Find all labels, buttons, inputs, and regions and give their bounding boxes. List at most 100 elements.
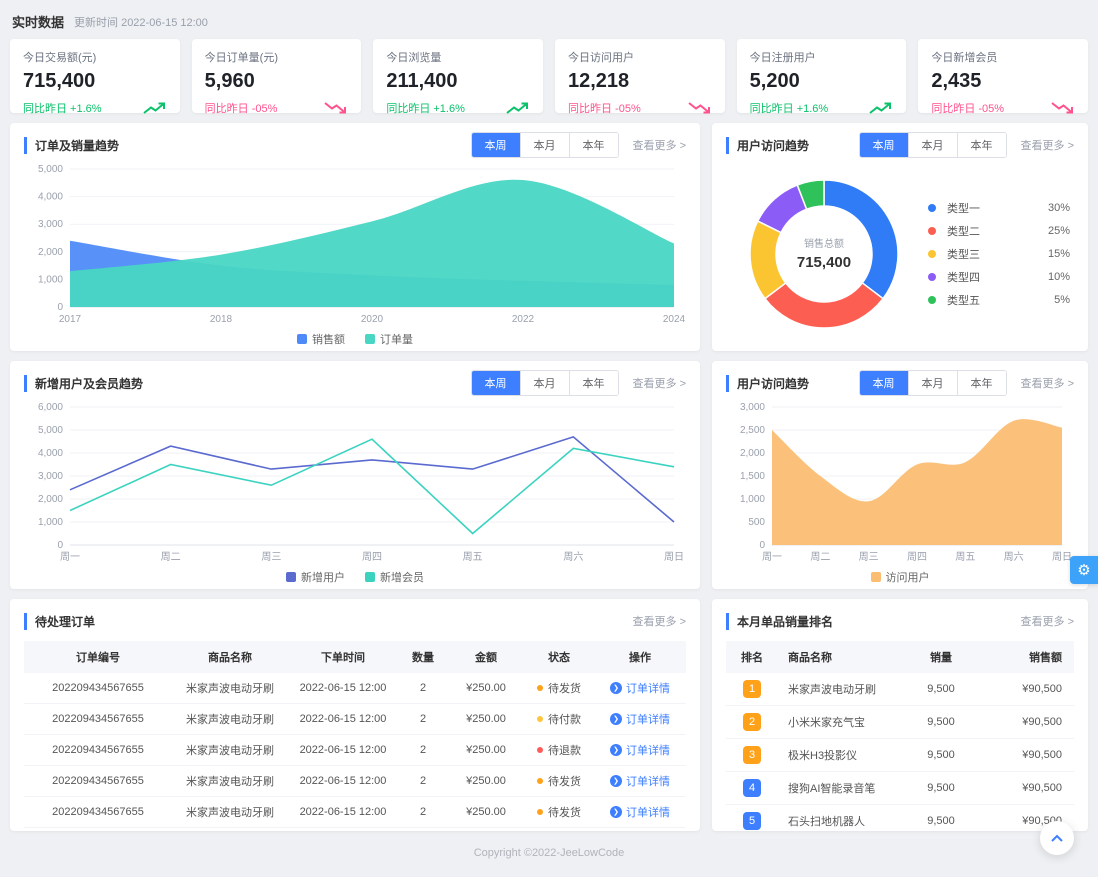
panel-title-sales-trend: 订单及销量趋势 <box>24 136 119 154</box>
rank-cell: 1 <box>726 673 778 706</box>
back-to-top-button[interactable] <box>1040 821 1074 855</box>
order-detail-link[interactable]: ❯ 订单详情 <box>610 711 670 727</box>
detail-arrow-icon: ❯ <box>610 775 622 787</box>
tab-本月[interactable]: 本月 <box>907 133 957 157</box>
panel-pending-orders: 待处理订单 查看更多 > 订单编号 商品名称 下单时间 数量 金额 状态 操作 202209… <box>10 599 700 831</box>
stat-label: 今日访问用户 <box>568 52 634 64</box>
svg-text:周日: 周日 <box>664 551 684 563</box>
donut-legend-item: 类型五 5% <box>928 292 1070 308</box>
order-detail-label: 订单详情 <box>626 776 670 788</box>
stat-delta: 同比昨日 -05% <box>931 103 1005 115</box>
order-table-row: 202209434567655 米家声波电动牙刷 2022-06-15 12:0… <box>24 734 686 766</box>
order-detail-link[interactable]: ❯ 订单详情 <box>610 804 670 820</box>
stat-value: 2,435 <box>931 70 982 92</box>
legend-label: 新增会员 <box>380 572 424 584</box>
svg-text:销售总额: 销售总额 <box>804 237 844 250</box>
stat-cards: 今日交易额(元) 715,400 同比昨日 +1.6% 今日订单量(元) 5,9… <box>10 39 1088 116</box>
visit-share-donut-chart: 销售总额 715,400 <box>748 178 900 330</box>
donut-legend-item: 类型三 15% <box>928 246 1070 262</box>
stat-value: 211,400 <box>386 70 458 92</box>
rank-product-name: 小米米家充气宝 <box>778 705 906 739</box>
order-time: 2022-06-15 12:00 <box>288 673 398 704</box>
order-detail-label: 订单详情 <box>626 745 670 757</box>
order-status: 待退款 <box>524 734 594 766</box>
stat-value: 5,200 <box>749 70 800 92</box>
range-tabs: 本周 本月 本年 <box>470 370 619 396</box>
svg-text:2020: 2020 <box>361 314 384 325</box>
legend-label: 类型四 <box>947 272 980 284</box>
svg-text:0: 0 <box>57 540 63 551</box>
svg-text:周日: 周日 <box>1052 551 1072 563</box>
view-more-link[interactable]: 查看更多 > <box>1020 140 1074 152</box>
svg-text:5,000: 5,000 <box>38 425 63 436</box>
view-more-link[interactable]: 查看更多 > <box>632 378 686 390</box>
order-detail-link[interactable]: ❯ 订单详情 <box>610 742 670 758</box>
order-amount: ¥250.00 <box>448 673 524 704</box>
view-more-link[interactable]: 查看更多 > <box>1020 616 1074 628</box>
panel-header: 用户访问趋势 本周 本月 本年 查看更多 > <box>726 370 1074 396</box>
column-header: 排名 <box>726 641 778 673</box>
charts-row-2: 新增用户及会员趋势 本周 本月 本年 查看更多 > 0 1,000 2,000 3,000… <box>10 361 1088 589</box>
legend-value: 10% <box>1047 271 1070 283</box>
svg-text:4,000: 4,000 <box>38 192 63 203</box>
rank-cell: 5 <box>726 804 778 838</box>
tab-本周[interactable]: 本周 <box>859 371 908 395</box>
donut-legend-item: 类型二 25% <box>928 223 1070 239</box>
charts-row-1: 订单及销量趋势 本周 本月 本年 查看更多 > 0 1,000 2,000 3,000 4,… <box>10 123 1088 351</box>
orders-tbody: 202209434567655 米家声波电动牙刷 2022-06-15 12:0… <box>24 673 686 828</box>
status-dot-icon <box>537 685 543 691</box>
panel-header: 待处理订单 查看更多 > <box>24 609 686 633</box>
view-more-link[interactable]: 查看更多 > <box>1020 378 1074 390</box>
panel-header: 新增用户及会员趋势 本周 本月 本年 查看更多 > <box>24 370 686 396</box>
stat-card: 今日浏览量 211,400 同比昨日 +1.6% <box>373 39 543 115</box>
panel-new-users: 新增用户及会员趋势 本周 本月 本年 查看更多 > 0 1,000 2,000 3,000… <box>10 361 700 589</box>
tab-本周[interactable]: 本周 <box>471 133 520 157</box>
tab-本月[interactable]: 本月 <box>907 371 957 395</box>
settings-gear-button[interactable]: ⚙ <box>1070 556 1098 584</box>
tab-本年[interactable]: 本年 <box>956 133 1006 157</box>
panel-title-visit-share: 用户访问趋势 <box>726 136 809 154</box>
stat-card: 今日交易额(元) 715,400 同比昨日 +1.6% <box>10 39 180 115</box>
legend-item: 销售额 <box>297 331 345 347</box>
stat-delta-row: 同比昨日 -05% <box>568 100 712 116</box>
legend-label: 新增用户 <box>301 572 345 584</box>
stat-delta-row: 同比昨日 -05% <box>931 100 1075 116</box>
legend-label: 销售额 <box>312 334 345 346</box>
rank-cell: 3 <box>726 738 778 772</box>
legend-marker-icon <box>365 334 375 344</box>
svg-text:500: 500 <box>748 517 765 528</box>
tab-本年[interactable]: 本年 <box>956 371 1006 395</box>
panel-title-new-users: 新增用户及会员趋势 <box>24 374 143 392</box>
tab-本年[interactable]: 本年 <box>568 371 618 395</box>
tab-本周[interactable]: 本周 <box>859 133 908 157</box>
view-more-link[interactable]: 查看更多 > <box>632 140 686 152</box>
donut-legend-item: 类型一 30% <box>928 200 1070 216</box>
svg-text:周二: 周二 <box>810 551 830 563</box>
tab-本月[interactable]: 本月 <box>519 371 569 395</box>
panel-header: 订单及销量趋势 本周 本月 本年 查看更多 > <box>24 132 686 158</box>
status-label: 待发货 <box>548 683 581 695</box>
svg-text:1,500: 1,500 <box>740 471 765 482</box>
view-more-link[interactable]: 查看更多 > <box>632 616 686 628</box>
tab-本月[interactable]: 本月 <box>519 133 569 157</box>
order-detail-link[interactable]: ❯ 订单详情 <box>610 680 670 696</box>
order-table-row: 202209434567655 米家声波电动牙刷 2022-06-15 12:0… <box>24 703 686 735</box>
order-amount: ¥250.00 <box>448 703 524 735</box>
stat-label: 今日新增会员 <box>931 52 998 64</box>
footer-copyright: Copyright ©2022-JeeLowCode <box>473 847 625 859</box>
tab-本年[interactable]: 本年 <box>568 133 618 157</box>
ranking-table: 排名 商品名称 销量 销售额 1 米家声波电动牙刷 9,500 ¥90,500 2 小… <box>726 641 1074 838</box>
order-table-row: 202209434567655 米家声波电动牙刷 2022-06-15 12:0… <box>24 673 686 704</box>
legend-label: 类型一 <box>947 203 980 215</box>
ranking-header-row: 排名 商品名称 销量 销售额 <box>726 641 1074 673</box>
order-quantity: 2 <box>398 765 448 797</box>
legend-item: 新增用户 <box>286 569 345 585</box>
order-detail-link[interactable]: ❯ 订单详情 <box>610 773 670 789</box>
stat-value: 5,960 <box>204 70 255 92</box>
order-product-name: 米家声波电动牙刷 <box>172 734 288 766</box>
status-dot-icon <box>537 747 543 753</box>
gear-icon: ⚙ <box>1077 562 1091 579</box>
tab-本周[interactable]: 本周 <box>471 371 520 395</box>
rank-badge: 5 <box>743 812 761 830</box>
detail-arrow-icon: ❯ <box>610 682 622 694</box>
